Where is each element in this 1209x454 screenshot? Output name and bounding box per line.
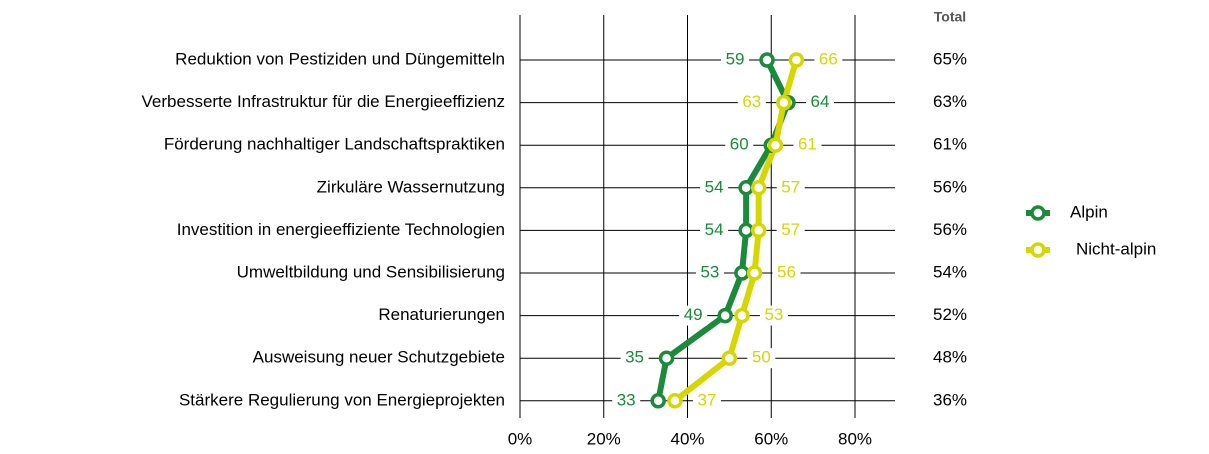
value-label: 53: [764, 305, 783, 324]
point: [759, 52, 775, 68]
value-label: 63: [742, 92, 761, 111]
x-tick-label: 20%: [587, 429, 621, 448]
point: [750, 180, 767, 196]
point: [738, 222, 754, 239]
category-label: Ausweisung neuer Schutzgebiete: [253, 348, 505, 367]
point: [746, 265, 763, 281]
total-label: 65%: [933, 49, 967, 68]
point: [734, 265, 750, 281]
label-bg: [679, 305, 708, 326]
x-tick-label: 60%: [754, 429, 788, 448]
point: [650, 393, 666, 409]
label-bg: [806, 92, 834, 113]
value-label: 35: [625, 348, 644, 367]
category-label: Stärkere Regulierung von Energieprojekte…: [179, 390, 505, 409]
point: [788, 52, 805, 68]
label-bg: [776, 177, 805, 198]
x-tick-label: 40%: [670, 429, 704, 448]
point: [721, 350, 738, 366]
category-label: Verbesserte Infrastruktur für die Energi…: [142, 92, 505, 111]
value-label: 33: [617, 390, 636, 409]
label-bg: [776, 220, 805, 241]
value-label: 60: [730, 135, 749, 154]
value-label: 56: [777, 262, 796, 281]
label-bg: [612, 390, 641, 411]
value-label: 53: [700, 262, 719, 281]
value-label: 66: [819, 49, 838, 68]
category-label: Renaturierungen: [378, 305, 505, 324]
value-label: 64: [811, 92, 830, 111]
value-label: 50: [752, 348, 771, 367]
label-bg: [620, 348, 649, 369]
category-label: Förderung nachhaltiger Landschaftsprakti…: [164, 135, 505, 154]
total-label: 48%: [933, 348, 967, 367]
category-label: Investition in energieeffiziente Technol…: [177, 220, 505, 239]
point: [667, 393, 683, 409]
category-label: Umweltbildung und Sensibilisierung: [237, 262, 505, 281]
value-label: 57: [781, 220, 800, 239]
total-label: 56%: [933, 220, 967, 239]
value-label: 61: [798, 135, 817, 154]
total-label: 56%: [933, 177, 967, 196]
label-bg: [737, 92, 766, 113]
point: [738, 180, 754, 196]
point: [658, 350, 675, 366]
value-label: 49: [684, 305, 703, 324]
value-label: 54: [705, 177, 724, 196]
total-label: 52%: [933, 305, 967, 324]
label-bg: [695, 263, 724, 283]
label-bg: [725, 135, 754, 156]
label-bg: [793, 135, 822, 156]
label-bg: [747, 348, 776, 369]
legend-label: Nicht-alpin: [1076, 239, 1156, 258]
point: [717, 307, 733, 324]
value-label: 54: [705, 220, 724, 239]
value-label: 37: [697, 390, 716, 409]
total-label: 61%: [933, 135, 967, 154]
x-tick-label: 80%: [838, 429, 872, 448]
point: [750, 222, 767, 239]
label-bg: [721, 50, 750, 70]
label-bg: [692, 390, 721, 411]
label-bg: [814, 50, 843, 70]
category-label: Reduktion von Pestiziden und Düngemittel…: [175, 49, 505, 68]
label-bg: [700, 177, 729, 198]
x-tick-label: 0%: [508, 429, 533, 448]
value-label: 57: [781, 177, 800, 196]
point: [767, 137, 784, 153]
label-bg: [700, 220, 729, 241]
category-label: Zirkuläre Wassernutzung: [317, 177, 505, 196]
legend-label: Alpin: [1070, 202, 1108, 221]
point: [776, 94, 792, 111]
value-label: 59: [726, 49, 745, 68]
legend-marker: [1030, 205, 1046, 221]
legend-marker: [1030, 242, 1046, 258]
total-label: 36%: [933, 390, 967, 409]
point: [734, 307, 750, 324]
total-title: Total: [934, 9, 966, 25]
label-bg: [759, 305, 788, 326]
total-label: 54%: [933, 262, 967, 281]
label-bg: [772, 263, 801, 283]
total-label: 63%: [933, 92, 967, 111]
